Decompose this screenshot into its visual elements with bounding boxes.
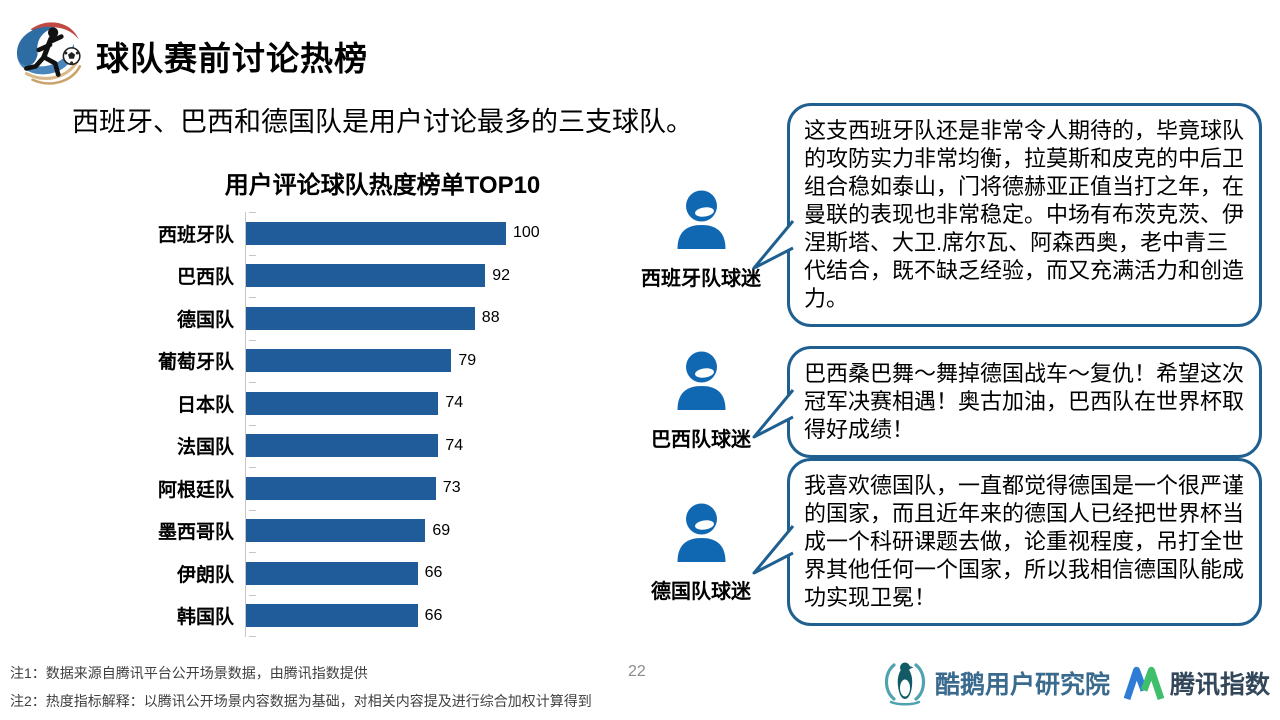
- category-label: 德国队: [176, 309, 234, 331]
- chart-row: 西班牙队 100: [125, 212, 640, 255]
- speech-bubble: 我喜欢德国队，一直都觉得德国是一个很严谨的国家，而且近年来的德国人已经把世界杯当…: [752, 458, 1262, 626]
- fan-comment-group: 德国队球迷 我喜欢德国队，一直都觉得德国是一个很严谨的国家，而且近年来的德国人已…: [615, 458, 1275, 626]
- fan-comment-group: 巴西队球迷 巴西桑巴舞～舞掉德国战车～复仇！希望这次冠军决赛相遇！奥古加油，巴西…: [615, 346, 1275, 458]
- m-index-icon: [1123, 666, 1164, 700]
- value-label: 92: [492, 266, 510, 284]
- tencent-index-logo-text: 腾讯指数: [1169, 671, 1270, 699]
- value-label: 66: [424, 564, 443, 582]
- fan-persona: 巴西队球迷: [615, 350, 787, 452]
- person-icon: [677, 190, 725, 249]
- bar-area: 74: [245, 424, 640, 467]
- category-label: 法国队: [176, 437, 234, 459]
- bar-area: 100: [245, 212, 640, 255]
- footer-logos: 酷鹅用户研究院 腾讯指数: [881, 658, 1270, 708]
- value-label: 66: [424, 606, 443, 624]
- footnote-2: 注2：热度指标解释：以腾讯公开场景内容数据为基础，对相关内容提及进行综合加权计算…: [10, 693, 592, 709]
- bar-area: 79: [245, 339, 640, 382]
- fan-comment-group: 西班牙队球迷 这支西班牙队还是非常令人期待的，毕竟球队的攻防实力非常均衡，拉莫斯…: [615, 103, 1275, 327]
- chart-row: 巴西队 92: [125, 254, 640, 297]
- chart-row: 葡萄牙队 79: [125, 339, 640, 382]
- bubble-tail-icon: [752, 525, 795, 575]
- category-label: 日本队: [176, 394, 234, 416]
- value-label: 74: [445, 436, 464, 454]
- bar-area: 74: [245, 382, 640, 425]
- page-number: 22: [628, 663, 646, 680]
- fan-quote: 我喜欢德国队，一直都觉得德国是一个很严谨的国家，而且近年来的德国人已经把世界杯当…: [804, 473, 1245, 610]
- bar: [246, 434, 439, 458]
- chart-row: 阿根廷队 73: [125, 467, 640, 510]
- value-label: 79: [458, 351, 477, 369]
- bar-chart: 用户评论球队热度榜单TOP10 西班牙队 100 巴西队 92 德国队 88 葡…: [125, 165, 640, 637]
- speech-bubble: 这支西班牙队还是非常令人期待的，毕竟球队的攻防实力非常均衡，拉莫斯和皮克的中后卫…: [752, 103, 1262, 327]
- bar: [246, 264, 486, 288]
- bar-area: 69: [245, 509, 640, 552]
- value-label: 100: [513, 224, 540, 242]
- fan-panel: 西班牙队球迷 这支西班牙队还是非常令人期待的，毕竟球队的攻防实力非常均衡，拉莫斯…: [615, 0, 1275, 680]
- fan-quote: 巴西桑巴舞～舞掉德国战车～复仇！希望这次冠军决赛相遇！奥古加油，巴西队在世界杯取…: [804, 361, 1245, 442]
- person-icon: [677, 351, 725, 410]
- fan-label: 德国队球迷: [651, 581, 751, 603]
- person-icon: [677, 503, 725, 562]
- category-label: 伊朗队: [176, 564, 234, 586]
- fan-persona: 西班牙队球迷: [615, 189, 787, 291]
- subtitle: 西班牙、巴西和德国队是用户讨论最多的三支球队。: [72, 107, 693, 137]
- value-label: 69: [432, 521, 451, 539]
- chart-title: 用户评论球队热度榜单TOP10: [224, 172, 541, 199]
- bar-area: 92: [245, 254, 640, 297]
- bar: [246, 604, 418, 628]
- penguin-icon: [884, 662, 926, 706]
- bar: [246, 519, 426, 543]
- bar-area: 66: [245, 552, 640, 595]
- value-label: 73: [442, 479, 461, 497]
- chart-row: 德国队 88: [125, 297, 640, 340]
- fan-quote: 这支西班牙队还是非常令人期待的，毕竟球队的攻防实力非常均衡，拉莫斯和皮克的中后卫…: [804, 118, 1245, 311]
- fan-persona: 德国队球迷: [615, 502, 787, 604]
- bar-area: 88: [245, 297, 640, 340]
- bubble-tail-icon: [752, 389, 795, 439]
- bar: [246, 349, 452, 373]
- bar: [246, 391, 439, 415]
- category-label: 阿根廷队: [157, 479, 234, 501]
- category-label: 墨西哥队: [157, 522, 234, 544]
- kugoose-logo-text: 酷鹅用户研究院: [934, 671, 1110, 699]
- fan-label: 巴西队球迷: [651, 429, 751, 451]
- chart-rows: 西班牙队 100 巴西队 92 德国队 88 葡萄牙队 79 日本队 74: [125, 212, 640, 637]
- page-title: 球队赛前讨论热榜: [96, 40, 368, 77]
- chart-row: 伊朗队 66: [125, 552, 640, 595]
- tencent-index-logo: 腾讯指数: [1123, 665, 1270, 701]
- category-label: 葡萄牙队: [157, 352, 234, 374]
- runner-with-ball-icon: [17, 22, 82, 85]
- chart-row: 日本队 74: [125, 382, 640, 425]
- chart-row: 韩国队 66: [125, 594, 640, 637]
- fan-label: 西班牙队球迷: [641, 268, 761, 290]
- bar: [246, 561, 418, 585]
- bar-area: 66: [245, 594, 640, 637]
- category-label: 西班牙队: [157, 224, 234, 246]
- kugoose-logo: 酷鹅用户研究院: [881, 658, 1110, 708]
- value-label: 74: [445, 394, 464, 412]
- bar: [246, 306, 475, 330]
- category-label: 巴西队: [176, 267, 234, 289]
- speech-bubble: 巴西桑巴舞～舞掉德国战车～复仇！希望这次冠军决赛相遇！奥古加油，巴西队在世界杯取…: [752, 346, 1262, 458]
- value-label: 88: [481, 309, 500, 327]
- footnote-1: 注1：数据来源自腾讯平台公开场景数据，由腾讯指数提供: [10, 665, 368, 681]
- chart-row: 法国队 74: [125, 424, 640, 467]
- chart-row: 墨西哥队 69: [125, 509, 640, 552]
- bubble-tail-icon: [752, 220, 795, 270]
- bar: [246, 221, 506, 245]
- bar: [246, 476, 436, 500]
- category-label: 韩国队: [176, 607, 234, 629]
- bar-area: 73: [245, 467, 640, 510]
